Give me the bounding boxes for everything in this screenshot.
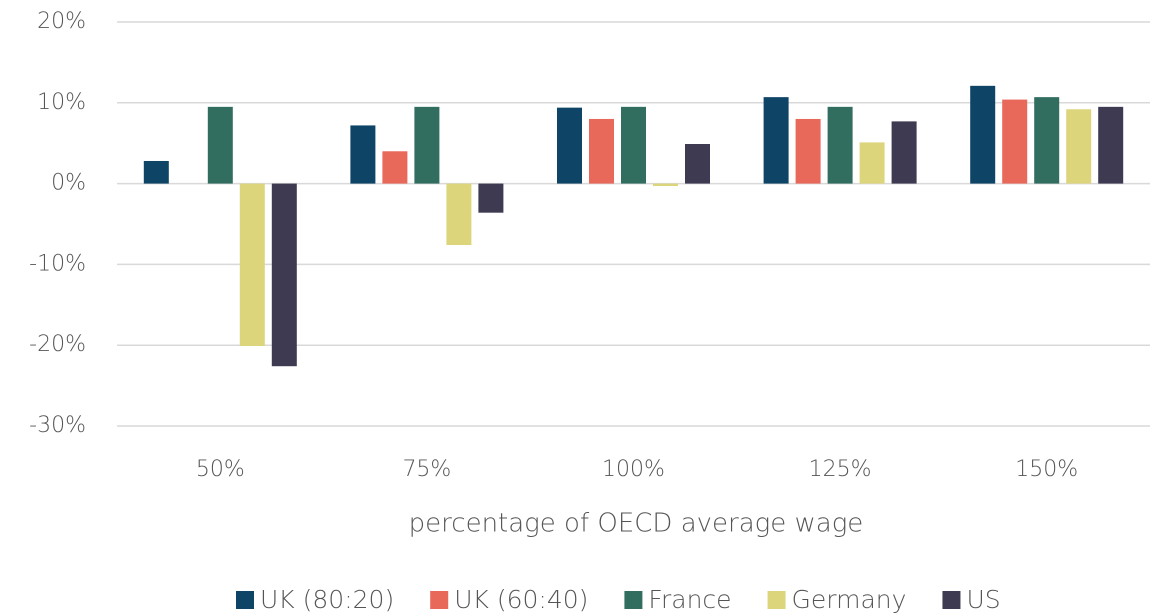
bar bbox=[350, 125, 376, 184]
bar bbox=[859, 142, 885, 184]
bar bbox=[763, 97, 789, 184]
bar bbox=[891, 121, 917, 184]
bar bbox=[589, 118, 614, 184]
bar bbox=[207, 106, 233, 184]
legend-swatch bbox=[942, 591, 961, 609]
x-tick-label: 125% bbox=[809, 457, 872, 482]
bar bbox=[1066, 109, 1092, 184]
y-tick-label: 0% bbox=[51, 171, 86, 196]
bar bbox=[271, 183, 297, 367]
bar bbox=[970, 85, 996, 184]
bar bbox=[653, 183, 678, 187]
y-tick-label: 10% bbox=[37, 90, 86, 115]
x-tick-label: 150% bbox=[1015, 457, 1078, 482]
y-tick-label: -30% bbox=[29, 413, 86, 438]
bar bbox=[414, 106, 440, 184]
legend-swatch bbox=[236, 591, 254, 609]
bar bbox=[827, 106, 853, 184]
y-tick-label: -10% bbox=[29, 251, 86, 276]
bar bbox=[685, 144, 710, 184]
bar bbox=[795, 118, 821, 184]
legend-swatch bbox=[767, 591, 786, 609]
x-tick-label: 50% bbox=[196, 457, 245, 482]
bar bbox=[1002, 99, 1028, 184]
legend-swatch bbox=[430, 591, 449, 609]
bar bbox=[1034, 97, 1060, 184]
bar bbox=[143, 160, 169, 184]
y-tick-label: -20% bbox=[29, 332, 86, 357]
bar bbox=[382, 151, 408, 184]
legend-label: UK (80:20) bbox=[260, 585, 394, 614]
bar bbox=[1098, 106, 1124, 184]
bar bbox=[621, 106, 646, 184]
x-axis-title: percentage of OECD average wage bbox=[409, 509, 864, 539]
x-tick-label: 100% bbox=[602, 457, 665, 482]
y-tick-label: 20% bbox=[37, 9, 86, 34]
legend-swatch bbox=[624, 591, 643, 609]
bar bbox=[557, 107, 582, 184]
bar bbox=[239, 183, 265, 347]
x-tick-label: 75% bbox=[402, 457, 451, 482]
bar bbox=[446, 183, 472, 246]
bar bbox=[478, 183, 504, 213]
legend-label: Germany bbox=[792, 585, 907, 614]
legend-label: France bbox=[648, 585, 731, 614]
legend-label: US bbox=[966, 585, 1000, 614]
legend-label: UK (60:40) bbox=[454, 585, 588, 614]
